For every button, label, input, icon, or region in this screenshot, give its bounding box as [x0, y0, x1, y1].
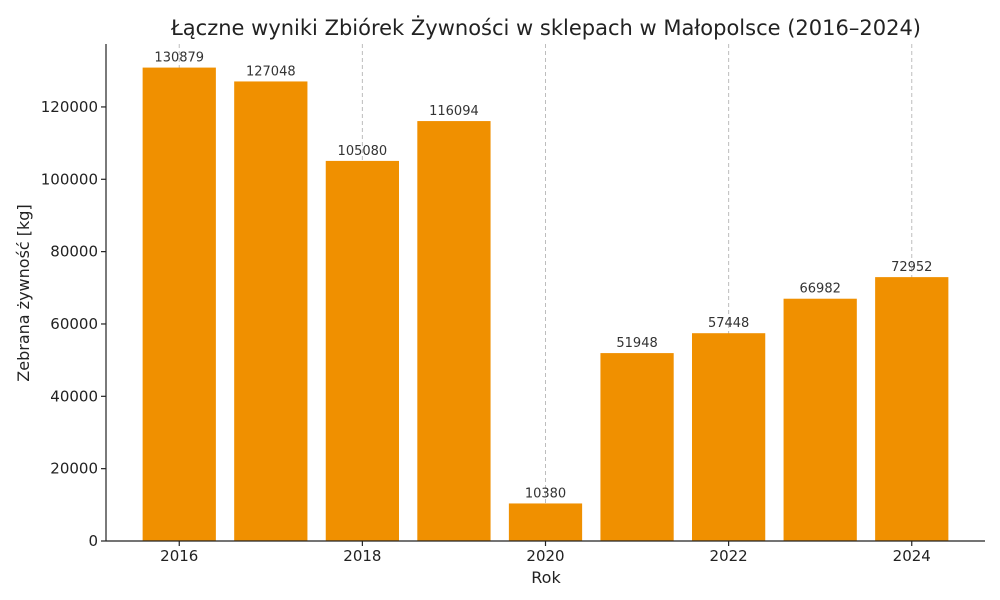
y-tick-label-120000: 120000	[41, 98, 98, 116]
y-tick-label-100000: 100000	[41, 170, 98, 188]
data-label-2024: 72952	[891, 260, 932, 275]
bar-2024	[875, 277, 949, 541]
data-label-2018: 105080	[338, 144, 388, 159]
chart-title: Łączne wyniki Zbiórek Żywności w sklepac…	[170, 15, 921, 40]
x-tick-label-2020: 2020	[526, 547, 564, 565]
x-axis-label: Rok	[531, 568, 561, 587]
bar-2021	[600, 353, 674, 541]
bars	[142, 67, 949, 541]
y-axis-label: Zebrana żywność [kg]	[14, 204, 33, 381]
y-tick-label-80000: 80000	[50, 243, 98, 261]
bar-2023	[783, 298, 857, 541]
bar-2017	[234, 81, 308, 541]
bar-2019	[417, 121, 491, 541]
data-label-2022: 57448	[708, 316, 749, 331]
bar-2018	[325, 160, 399, 541]
x-tick-label-2016: 2016	[160, 547, 198, 565]
data-label-2021: 51948	[616, 336, 657, 351]
bar-2016	[142, 67, 216, 541]
y-tick-label-0: 0	[88, 532, 98, 550]
data-label-2020: 10380	[525, 486, 566, 501]
x-tick-label-2024: 2024	[893, 547, 931, 565]
y-tick-label-60000: 60000	[50, 315, 98, 333]
data-labels: 130879 127048 105080 116094 10380 51948 57448 6…	[154, 51, 932, 502]
y-tick-label-40000: 40000	[50, 387, 98, 405]
y-ticks: 0 20000 40000 60000 80000 100000 120000	[41, 98, 106, 550]
data-label-2019: 116094	[429, 104, 479, 119]
x-tick-label-2022: 2022	[710, 547, 748, 565]
bar-2020	[508, 503, 583, 541]
x-ticks: 2016 2018 2020 2022 2024	[160, 541, 931, 565]
data-label-2023: 66982	[800, 282, 841, 297]
data-label-2016: 130879	[154, 51, 204, 66]
bar-2022	[692, 333, 766, 541]
y-tick-label-20000: 20000	[50, 460, 98, 478]
x-tick-label-2018: 2018	[343, 547, 381, 565]
data-label-2017: 127048	[246, 64, 296, 79]
